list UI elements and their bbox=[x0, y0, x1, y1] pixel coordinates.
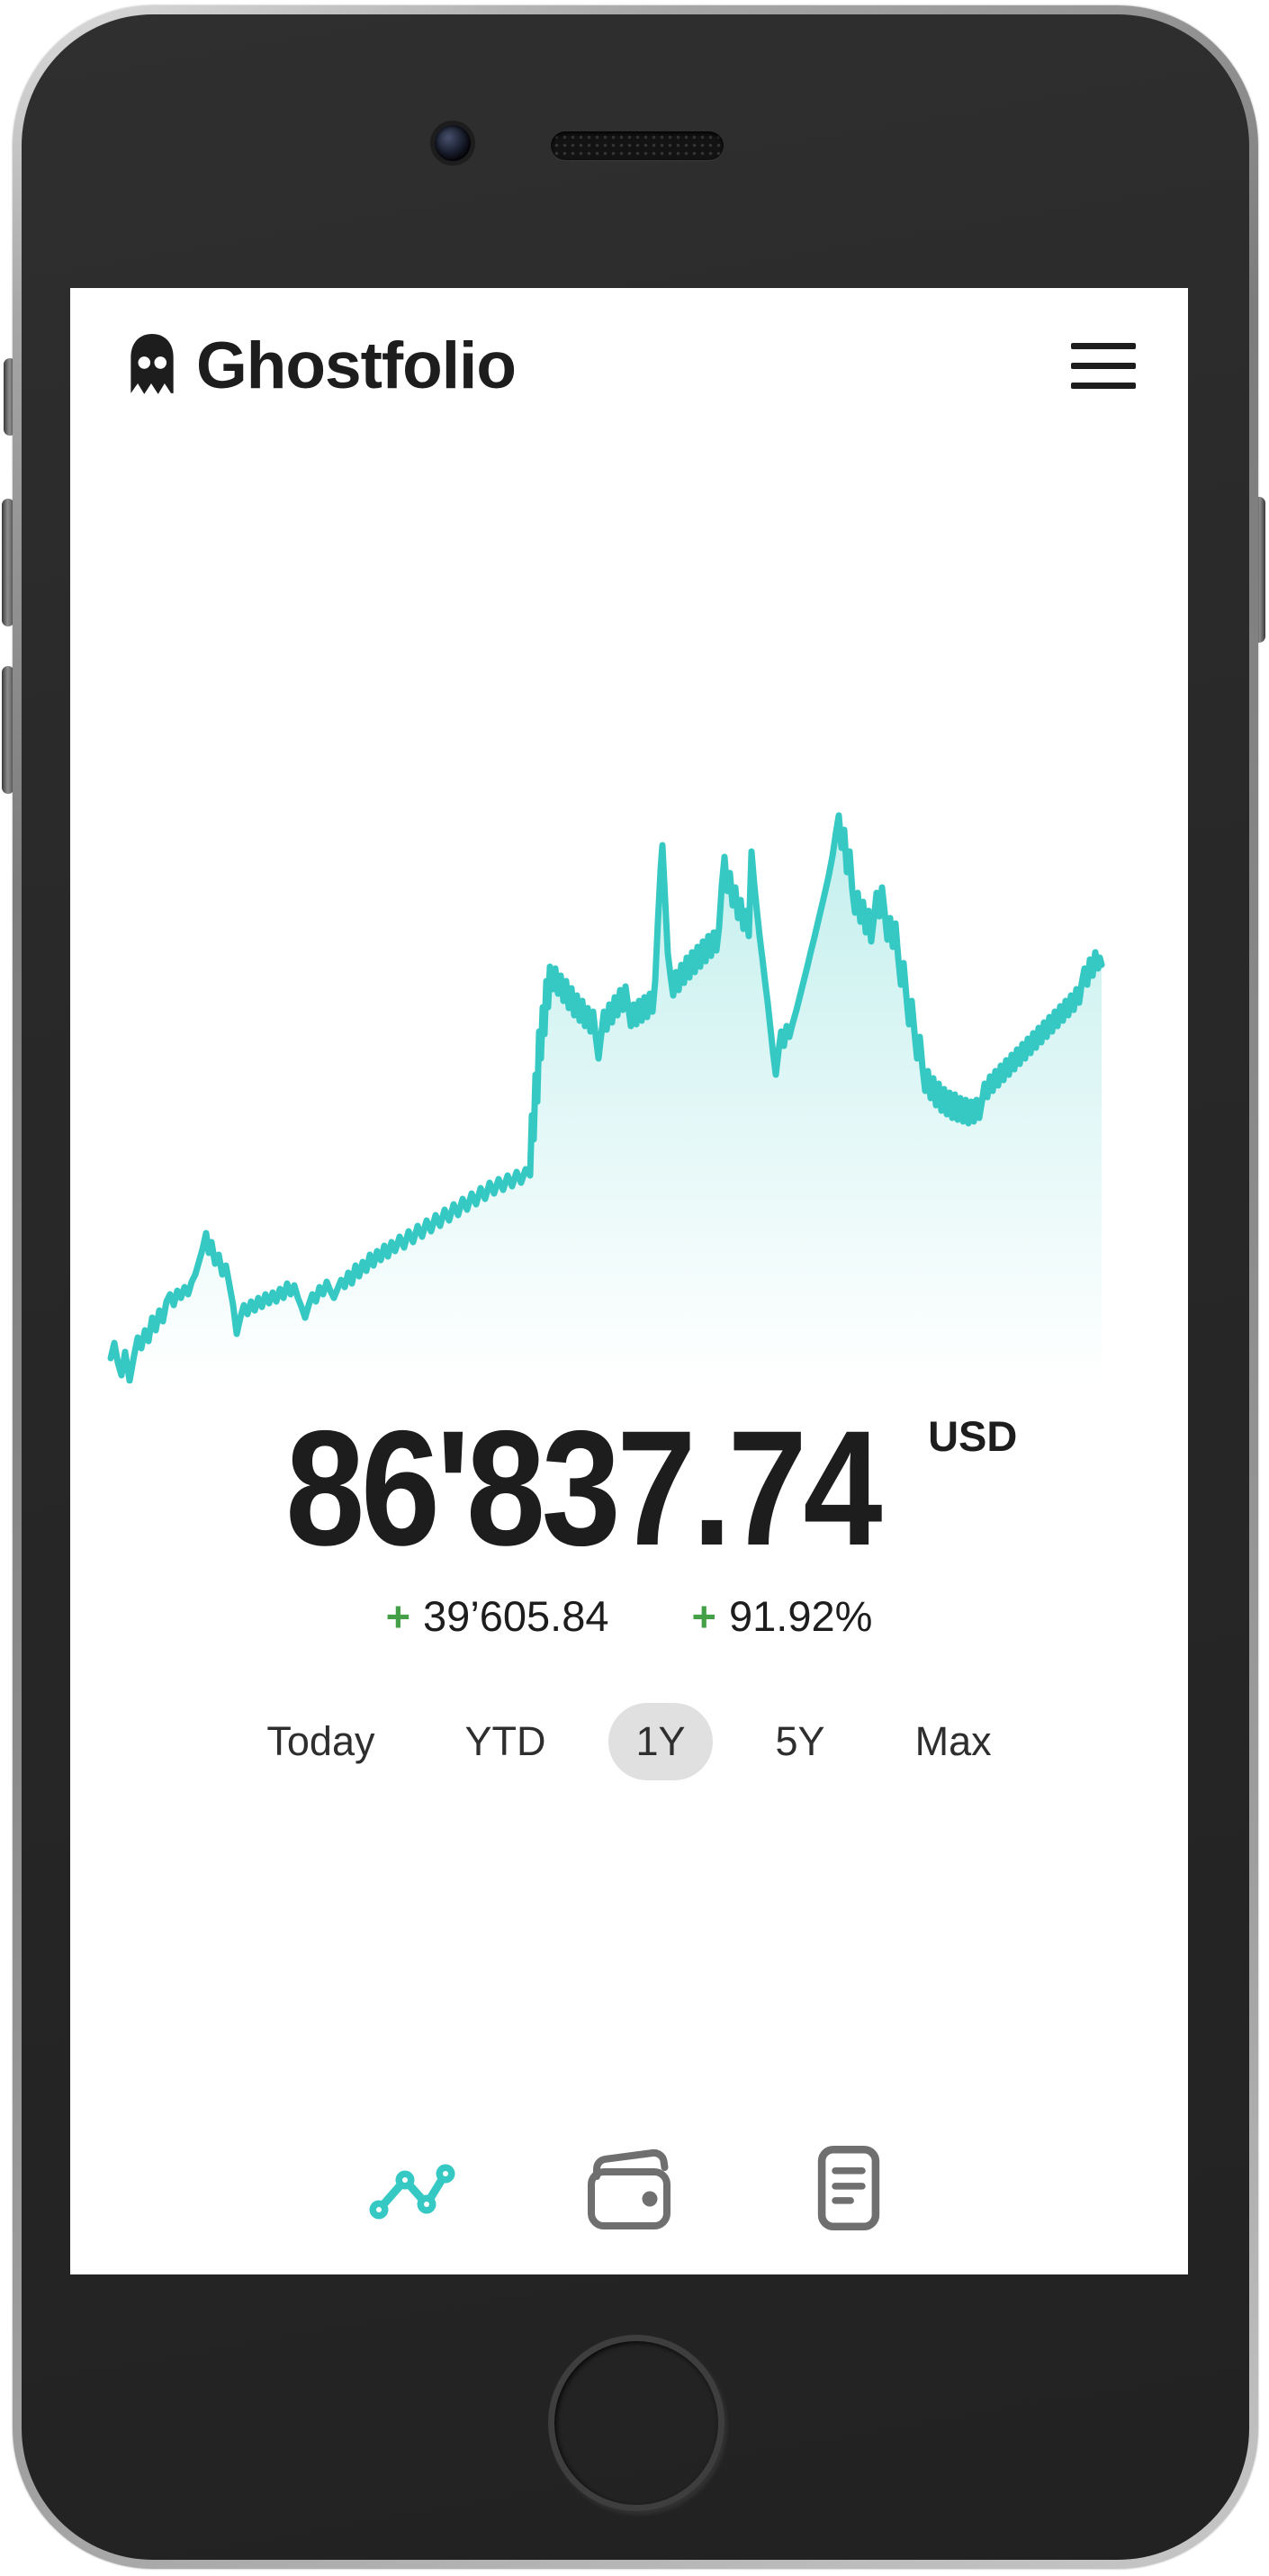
hamburger-icon[interactable] bbox=[1071, 337, 1136, 394]
app-screen: Ghostfolio 86'837.74 USD bbox=[70, 288, 1188, 2274]
brand[interactable]: Ghostfolio bbox=[126, 329, 517, 403]
volume-down-button bbox=[2, 666, 14, 794]
range-button-today[interactable]: Today bbox=[239, 1703, 401, 1780]
plus-sign: + bbox=[385, 1592, 411, 1640]
change-absolute-value: 39’605.84 bbox=[423, 1592, 609, 1640]
home-button bbox=[548, 2335, 724, 2511]
ghost-icon bbox=[126, 332, 178, 399]
phone-bezel: Ghostfolio 86'837.74 USD bbox=[22, 14, 1249, 2560]
nav-item-performance[interactable] bbox=[359, 2140, 460, 2239]
change-percent: + 91.92% bbox=[692, 1591, 873, 1641]
change-absolute: + 39’605.84 bbox=[386, 1591, 609, 1641]
phone-frame: Ghostfolio 86'837.74 USD bbox=[13, 5, 1258, 2569]
portfolio-change-row: + 39’605.84 + 91.92% bbox=[70, 1591, 1188, 1641]
line-chart-icon bbox=[363, 2150, 456, 2230]
bottom-nav bbox=[70, 2140, 1188, 2239]
plus-sign: + bbox=[691, 1592, 716, 1640]
range-selector: Today YTD 1Y 5Y Max bbox=[70, 1703, 1188, 1780]
portfolio-value-row: 86'837.74 USD bbox=[70, 1406, 1188, 1570]
change-percent-value: 91.92% bbox=[728, 1592, 873, 1640]
range-button-5y[interactable]: 5Y bbox=[749, 1703, 852, 1780]
performance-chart[interactable] bbox=[107, 805, 1105, 1383]
range-button-ytd[interactable]: YTD bbox=[437, 1703, 572, 1780]
front-camera bbox=[435, 125, 471, 161]
volume-up-button bbox=[2, 499, 14, 626]
nav-item-report[interactable] bbox=[798, 2140, 899, 2239]
document-icon bbox=[817, 2145, 880, 2235]
nav-item-accounts[interactable] bbox=[579, 2140, 680, 2239]
app-title: Ghostfolio bbox=[196, 329, 517, 402]
portfolio-currency: USD bbox=[928, 1412, 1018, 1460]
range-button-1y[interactable]: 1Y bbox=[608, 1703, 713, 1780]
performance-chart-svg bbox=[107, 812, 1105, 1383]
range-button-max[interactable]: Max bbox=[888, 1703, 1019, 1780]
wallet-icon bbox=[584, 2146, 674, 2235]
earpiece-speaker bbox=[551, 131, 724, 160]
portfolio-value: 86'837.74 bbox=[284, 1396, 882, 1580]
app-header: Ghostfolio bbox=[126, 329, 1136, 403]
